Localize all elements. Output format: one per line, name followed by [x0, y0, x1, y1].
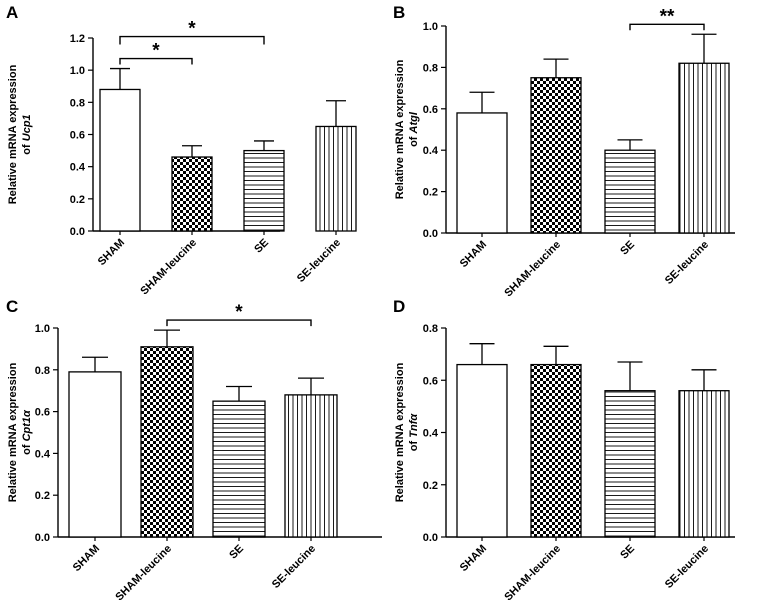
- x-tick-label: SE-leucine: [663, 543, 711, 591]
- bar-sham: [456, 112, 508, 234]
- x-tick-label: SE-leucine: [663, 239, 711, 287]
- bar-sham: [68, 371, 122, 538]
- significance-bracket: [629, 23, 705, 31]
- y-tick-label: 0.2: [35, 490, 50, 502]
- y-tick-label: 0.2: [423, 187, 438, 199]
- y-tick-label: 0.4: [35, 448, 51, 460]
- y-tick-label: 0.0: [70, 226, 85, 238]
- y-tick-label: 1.0: [70, 65, 85, 77]
- significance-bracket: [119, 57, 193, 65]
- x-tick-label: SHAM: [71, 543, 102, 574]
- y-tick-label: 0.0: [423, 228, 438, 240]
- x-tick-label: SE: [618, 239, 637, 258]
- significance-label: **: [660, 6, 675, 27]
- chart-panel-a: A Relative mRNA expression of Ucp1 0.0 0.2 0.…: [6, 3, 357, 298]
- y-tick-label: 0.0: [35, 532, 50, 544]
- y-tick-label: 0.4: [70, 162, 86, 174]
- y-axis-label-gene: of Atgl: [408, 111, 420, 147]
- x-tick-label: SE-leucine: [295, 237, 343, 285]
- chart-panel-c: C Relative mRNA expression of Cpt1α 0.0 0.2 0…: [6, 297, 382, 603]
- bar-se-leucine: [678, 390, 730, 538]
- y-axis-label: Relative mRNA expression: [7, 362, 19, 502]
- significance-label: *: [235, 302, 243, 323]
- x-tick-label: SHAM-leucine: [502, 543, 563, 604]
- bar-se-leucine: [678, 62, 730, 234]
- bar-se-leucine: [284, 394, 338, 538]
- y-tick-label: 0.2: [423, 480, 438, 492]
- panel-letter: C: [6, 297, 18, 316]
- y-tick-label: 1.2: [70, 33, 85, 45]
- x-tick-label: SHAM-leucine: [502, 239, 563, 300]
- significance-label: *: [188, 19, 196, 40]
- y-tick-label: 0.8: [70, 97, 85, 109]
- bar-sham: [99, 88, 141, 232]
- x-tick-label: SHAM-leucine: [113, 543, 174, 604]
- x-tick-label: SHAM: [96, 237, 127, 268]
- bar-sham: [456, 363, 508, 538]
- significance-bracket: [166, 319, 312, 327]
- bar-se: [212, 400, 266, 538]
- bar-se-leucine: [315, 125, 357, 232]
- y-axis-label-gene: of Ucp1: [21, 114, 33, 154]
- y-axis-label: Relative mRNA expression: [394, 362, 406, 502]
- bar-sham-leucine: [530, 363, 582, 538]
- panel-letter: D: [393, 297, 405, 316]
- bar-sham-leucine: [171, 156, 213, 232]
- y-axis-label: Relative mRNA expression: [7, 64, 19, 204]
- y-tick-label: 0.6: [423, 104, 438, 116]
- x-tick-label: SHAM: [458, 543, 489, 574]
- y-tick-label: 1.0: [423, 21, 438, 33]
- y-tick-label: 0.2: [70, 194, 85, 206]
- bar-se: [243, 149, 285, 232]
- y-axis-label: Relative mRNA expression: [394, 59, 406, 199]
- bar-se: [604, 390, 656, 538]
- bar-sham-leucine: [140, 346, 194, 538]
- significance-label: *: [152, 41, 160, 62]
- y-tick-label: 0.8: [423, 62, 438, 74]
- significance-bracket: [119, 35, 265, 45]
- bar-se: [604, 149, 656, 234]
- x-tick-label: SE-leucine: [270, 543, 318, 591]
- y-tick-label: 0.0: [423, 532, 438, 544]
- y-tick-label: 0.8: [35, 365, 50, 377]
- y-tick-label: 0.6: [35, 407, 50, 419]
- x-tick-label: SE: [618, 543, 637, 562]
- x-tick-label: SHAM-leucine: [138, 237, 199, 298]
- y-tick-label: 0.6: [70, 130, 85, 142]
- panel-letter: A: [6, 3, 18, 22]
- y-tick-label: 0.8: [423, 323, 438, 335]
- y-tick-label: 0.6: [423, 375, 438, 387]
- y-axis-label-gene: of Tnfα: [408, 413, 420, 452]
- chart-panel-d: D Relative mRNA expression of Tnfα 0.0 0.2 0.…: [393, 297, 735, 603]
- x-tick-label: SHAM: [458, 239, 489, 270]
- chart-panel-b: B Relative mRNA expression of Atgl 0.0 0.2 0.…: [393, 3, 735, 299]
- y-axis-label-gene: of Cpt1α: [21, 409, 33, 455]
- panel-letter: B: [393, 3, 405, 22]
- x-tick-label: SE: [252, 237, 271, 256]
- y-tick-label: 1.0: [35, 323, 50, 335]
- bar-sham-leucine: [530, 77, 582, 234]
- y-tick-label: 0.4: [423, 145, 439, 157]
- y-tick-label: 0.4: [423, 428, 439, 440]
- x-tick-label: SE: [227, 543, 246, 562]
